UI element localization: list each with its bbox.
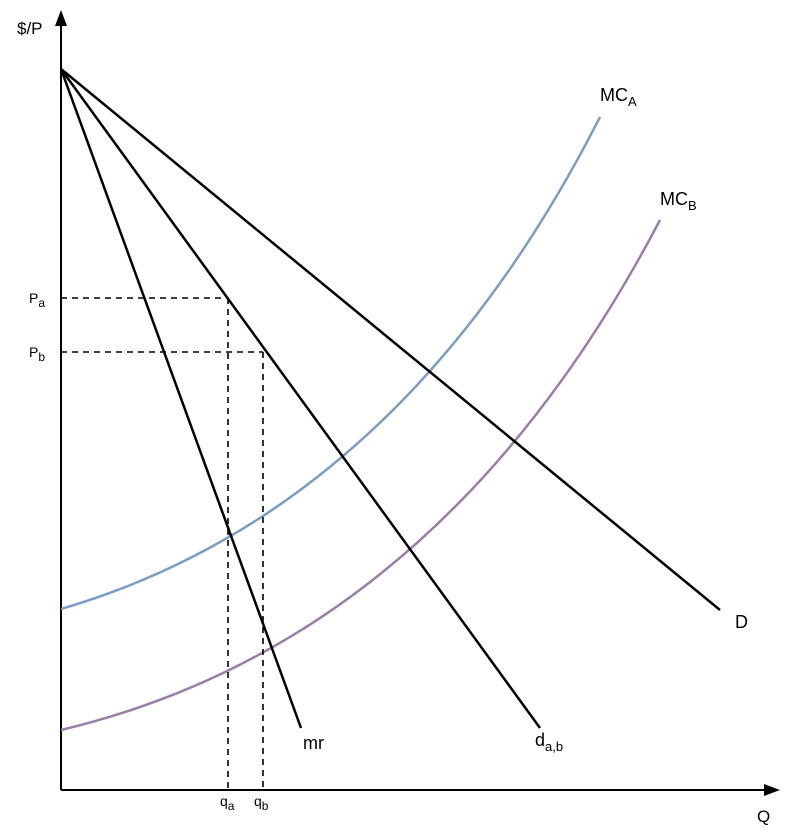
firm-demand-label: da,b <box>535 730 563 754</box>
mc-a-curve <box>60 116 602 611</box>
y-axis-arrow <box>55 10 67 26</box>
price-tick-pa: Pa <box>29 290 45 310</box>
marginal-revenue-label: mr <box>303 733 324 753</box>
demand-line <box>60 68 721 611</box>
mc-a-label: MCA <box>600 85 637 109</box>
x-axis-arrow <box>764 784 780 796</box>
mc-b-curve <box>60 219 662 732</box>
marginal-revenue-line <box>59 68 303 729</box>
firm-demand-line <box>59 68 542 729</box>
mc-b-label: MCB <box>660 189 697 213</box>
quantity-tick-qa: qa <box>220 793 235 813</box>
y-axis-label: $/P <box>17 19 43 38</box>
price-tick-pb: Pb <box>29 344 45 364</box>
quantity-tick-qb: qb <box>254 793 269 813</box>
x-axis-label: Q <box>757 807 770 826</box>
demand-label: D <box>735 612 748 632</box>
